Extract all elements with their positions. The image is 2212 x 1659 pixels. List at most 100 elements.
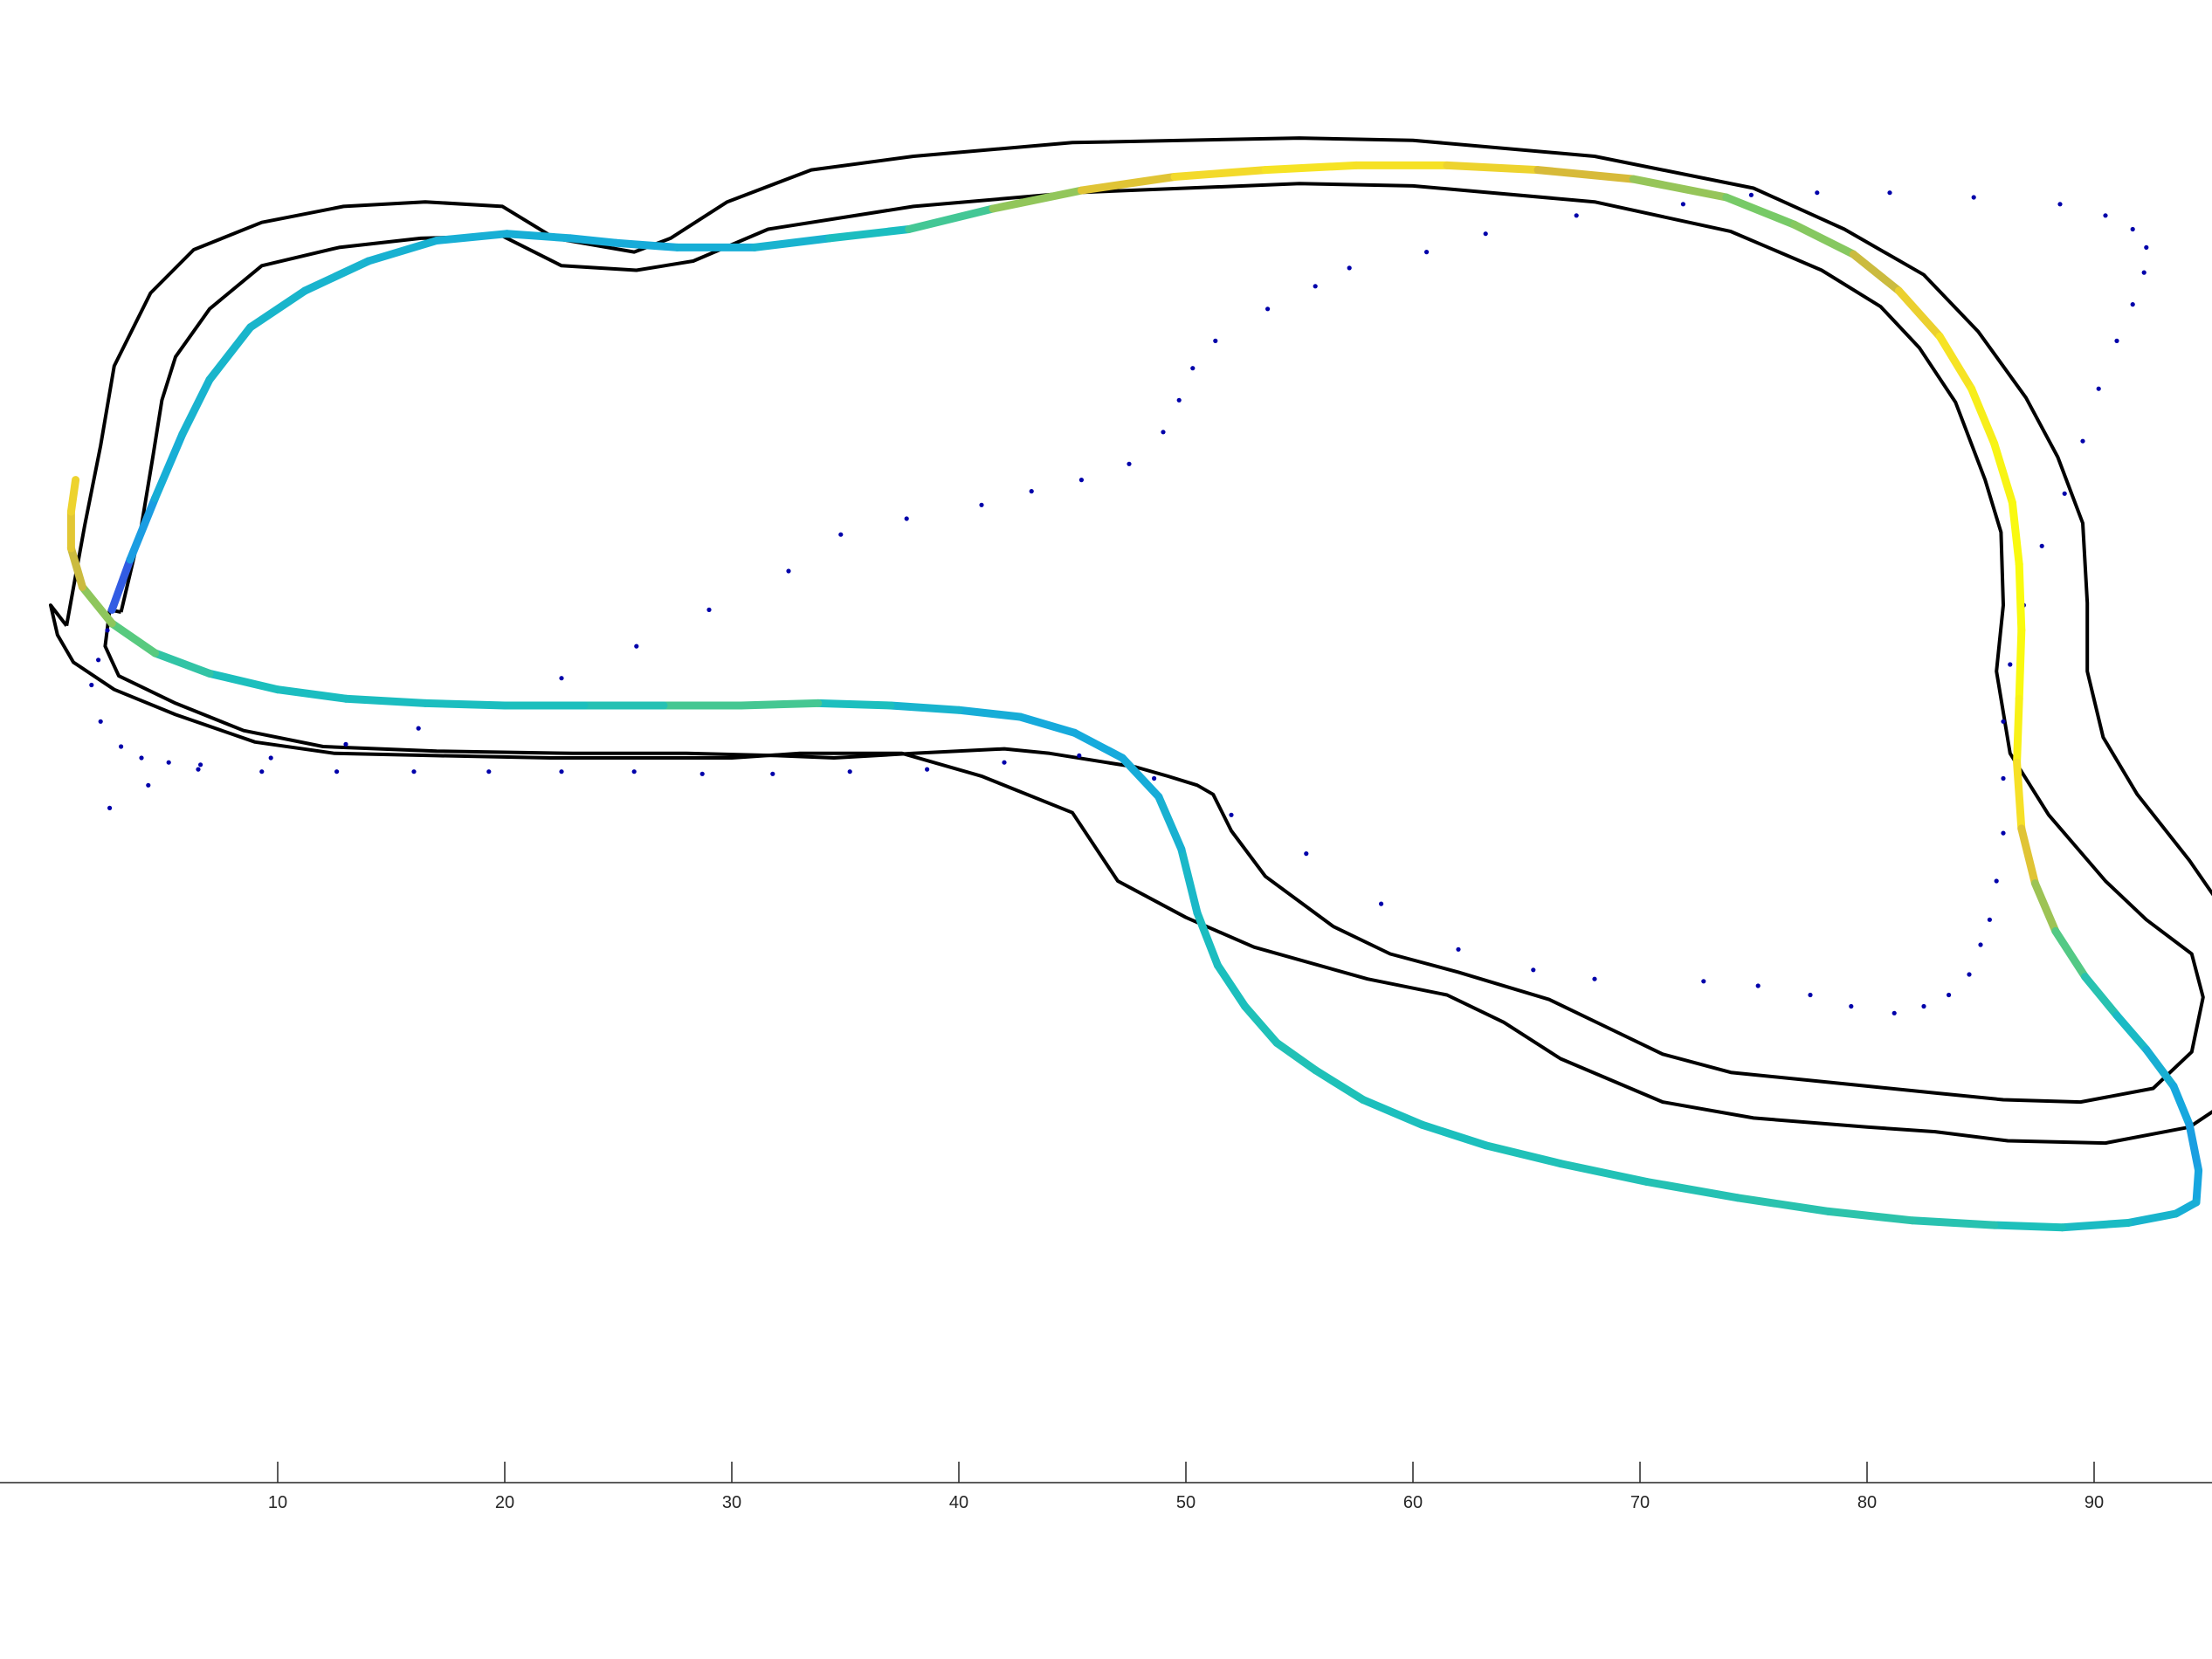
racing-line-segment [2008,499,2023,568]
waypoint-marker [1077,753,1082,759]
racing-line-segment [736,699,823,710]
racing-line-segment [1077,173,1179,195]
racing-line-segment [1935,332,1976,393]
racing-line-segment [886,701,963,714]
waypoint-marker [2062,491,2067,496]
racing-line-segment [1894,286,1944,341]
waypoint-marker [1592,976,1597,981]
waypoint-marker [1347,265,1352,271]
racing-line-segment [1193,909,1222,969]
waypoint-marker [1967,972,1972,977]
racing-line-segment [2015,560,2026,635]
racing-line-segment [1643,1178,1742,1202]
waypoint-marker [1161,430,1166,435]
racing-line-segment [1990,1221,2067,1232]
waypoint-marker [259,769,265,774]
racing-line-segment [341,694,430,707]
racing-line-segment [954,706,1024,721]
x-tick-label: 50 [1176,1493,1196,1512]
x-tick-label: 90 [2085,1493,2104,1512]
racing-line-segment [1533,166,1637,183]
waypoint-marker [1994,878,1999,884]
racing-line-segment [1311,1066,1368,1104]
waypoint-marker [1887,190,1892,196]
racing-line-segment [205,669,282,694]
waypoint-marker [105,628,110,633]
waypoint-marker [559,676,564,681]
waypoint-marker [2130,226,2135,232]
waypoint-marker [847,769,852,774]
waypoint-marker [2008,662,2013,667]
waypoint-marker [343,741,348,747]
racing-line-segment [2015,626,2026,703]
waypoint-marker [699,771,705,776]
racing-line-segment [2169,1082,2194,1129]
waypoint-marker [98,719,103,724]
waypoint-marker [1029,489,1034,494]
waypoint-marker [1176,397,1182,403]
waypoint-marker [1265,306,1271,312]
plot-area [49,136,2212,1232]
racing-line-segment [1241,1002,1281,1047]
racing-line-segment [750,234,834,251]
waypoint-marker [2039,543,2044,548]
racing-line-segment [1359,1096,1426,1129]
x-tick-label: 10 [268,1493,287,1512]
waypoint-marker [139,755,144,761]
racing-line-segment [151,649,214,678]
racing-line-segment [432,230,512,244]
outer-boundary [49,136,2212,1146]
waypoint-marker [2080,438,2085,444]
racing-line-segment [1213,961,1250,1010]
racing-line-segment [2192,1166,2203,1207]
waypoint-marker [904,516,909,521]
waypoint-marker [1152,775,1157,781]
waypoint-marker [416,726,421,731]
waypoint-marker [1304,851,1309,857]
racing-line-segment [1849,250,1903,295]
waypoint-marker [2001,830,2006,836]
racing-line-segment [126,494,160,564]
waypoint-marker [198,762,203,768]
waypoint-marker [119,744,124,749]
racing-line-segment [1443,161,1542,175]
racing-line-segment [2081,973,2121,1020]
racing-line-segment [2017,824,2039,888]
waypoint-marker [2144,244,2149,250]
racing-line-segment [1016,712,1079,737]
waypoint-marker [1971,195,1976,200]
racing-line-segment [2142,1045,2178,1091]
racing-line-segment [1722,193,1799,229]
racing-line-segment [1990,439,2016,507]
waypoint-marker [1190,366,1196,371]
waypoint-marker [1680,202,1685,207]
racing-line-segment [2124,1209,2181,1227]
waypoint-marker [1229,812,1234,817]
waypoint-marker [979,502,984,507]
racing-line-segment [989,186,1085,213]
waypoint-marker [1921,1003,1926,1009]
racing-line-segment [814,699,895,710]
waypoint-marker [1815,190,1820,196]
racing-line-segment [825,225,913,243]
waypoint-marker [838,532,844,537]
racing-line-segment [273,685,350,703]
waypoint-marker [631,769,637,774]
waypoint-marker [1002,760,1007,765]
racing-line-segment [1177,844,1202,917]
waypoint-marker [268,755,273,761]
racing-line-segment [1261,161,1361,175]
waypoint-marker [1213,338,1218,343]
track-boundaries [49,136,2212,1146]
waypoint-marker [1424,250,1430,255]
racing-line-segment [2112,1011,2151,1054]
waypoint-marker [1755,983,1761,988]
waypoint-marker [89,682,94,688]
waypoint-marker [1531,967,1536,973]
x-tick-label: 60 [1403,1493,1423,1512]
waypoint-marker [1313,284,1318,289]
waypoint-marker [107,805,113,811]
x-tick-label: 40 [949,1493,968,1512]
racing-line-segment [421,699,509,710]
